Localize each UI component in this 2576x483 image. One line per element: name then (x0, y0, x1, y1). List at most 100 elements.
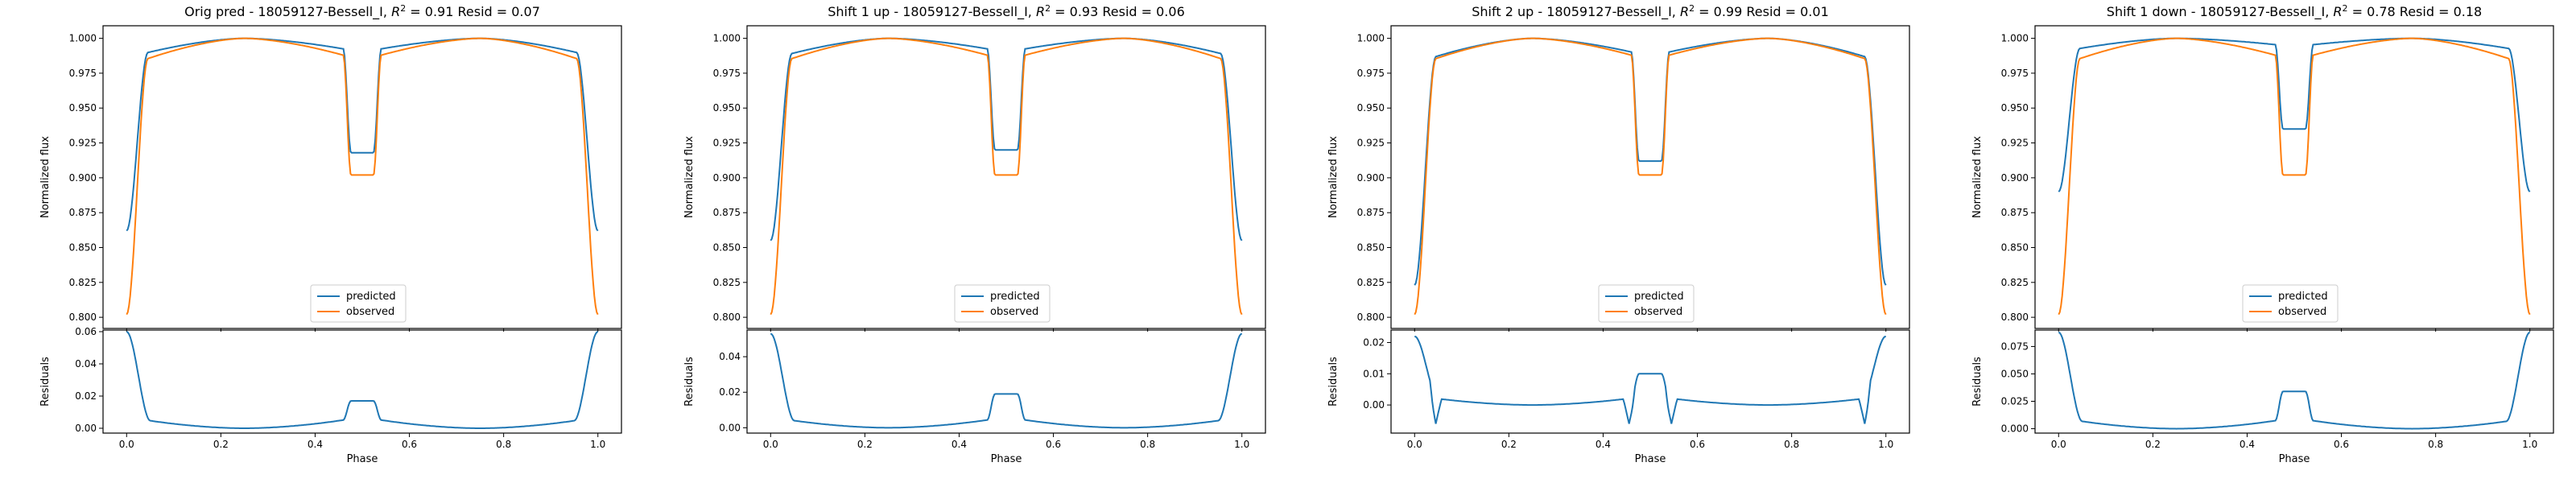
chart-panel-4: Shift 1 down - 18059127-Bessell_I, R2 = … (1971, 3, 2554, 465)
chart-title-rest: = 0.99 Resid = 0.01 (1695, 4, 1829, 19)
flux-ytick-label: 0.825 (713, 277, 741, 288)
legend: predicted observed (954, 284, 1051, 323)
xtick-label: 0.2 (857, 439, 873, 450)
flux-ytick-label: 0.925 (1357, 138, 1385, 149)
legend-label-predicted: predicted (990, 291, 1040, 303)
legend-frame (2242, 284, 2339, 323)
observed-line (770, 37, 1243, 316)
observed-line (2058, 37, 2531, 316)
legend-frame (954, 284, 1051, 323)
chart-title-prefix: Shift 1 down - 18059127-Bessell_I, (2107, 4, 2334, 20)
xtick-label: 0.6 (1046, 439, 1061, 450)
flux-ytick-label: 0.950 (713, 102, 741, 114)
residual-ytick-label: 0.025 (2001, 396, 2029, 407)
chart-title-prefix: Orig pred - 18059127-Bessell_I, (184, 4, 391, 20)
flux-ytick-label: 0.975 (69, 68, 97, 79)
residual-axes-frame (746, 329, 1266, 434)
xtick-label: 0.6 (402, 439, 417, 450)
flux-ytick-label: 0.900 (713, 172, 741, 184)
residual-ytick-label: 0.04 (719, 351, 741, 362)
residual-axes-frame (2034, 329, 2554, 434)
legend-label-predicted: predicted (1634, 291, 1684, 303)
residual-ytick-label: 0.00 (1363, 399, 1385, 411)
flux-ytick-label: 0.850 (2001, 242, 2029, 254)
flux-ytick-label: 0.825 (1357, 277, 1385, 288)
chart-title: Shift 1 down - 18059127-Bessell_I, R2 = … (2107, 3, 2482, 20)
legend-frame (1598, 284, 1695, 323)
xtick-label: 0.0 (763, 439, 778, 450)
flux-ytick-label: 0.925 (713, 138, 741, 149)
xtick-label: 0.4 (308, 439, 323, 450)
residual-line (2058, 331, 2531, 430)
xtick-label: 0.2 (213, 439, 229, 450)
residual-ytick-label: 0.050 (2001, 368, 2029, 379)
xtick-label: 1.0 (590, 439, 605, 450)
residual-ytick-label: 0.000 (2001, 423, 2029, 435)
xtick-label: 1.0 (1878, 439, 1893, 450)
flux-axes-frame (746, 25, 1266, 329)
legend-label-observed: observed (346, 306, 394, 318)
residual-ytick-label: 0.00 (75, 423, 97, 434)
residual-line (1414, 335, 1887, 424)
chart-title-prefix: Shift 1 up - 18059127-Bessell_I, (828, 4, 1036, 20)
residual-ytick-label: 0.04 (75, 358, 97, 369)
flux-ytick-label: 0.800 (69, 312, 97, 323)
flux-ytick-label: 0.825 (2001, 277, 2029, 288)
flux-ytick-label: 1.000 (69, 33, 97, 44)
flux-ylabel: Normalized flux (683, 136, 696, 218)
xtick-label: 0.0 (119, 439, 134, 450)
xlabel: Phase (1635, 453, 1666, 465)
chart-panel-2: Shift 1 up - 18059127-Bessell_I, R2 = 0.… (683, 3, 1266, 465)
legend-frame (310, 284, 407, 323)
predicted-line (2058, 37, 2531, 192)
xtick-label: 0.6 (1690, 439, 1705, 450)
residual-ylabel: Residuals (39, 357, 52, 407)
xlabel: Phase (991, 453, 1022, 465)
residual-ylabel: Residuals (1971, 357, 1984, 407)
flux-ytick-label: 1.000 (2001, 33, 2029, 44)
legend-label-predicted: predicted (2278, 291, 2328, 303)
residual-ytick-label: 0.075 (2001, 341, 2029, 352)
flux-ylabel: Normalized flux (1971, 136, 1984, 218)
flux-ytick-label: 0.950 (69, 102, 97, 114)
chart-title-r: R (1680, 4, 1689, 19)
legend: predicted observed (1598, 284, 1695, 323)
residual-line (770, 332, 1243, 429)
flux-ytick-label: 0.975 (1357, 68, 1385, 79)
chart-title-r: R (391, 4, 400, 19)
flux-ytick-label: 0.850 (713, 242, 741, 254)
residual-ylabel: Residuals (1327, 357, 1340, 407)
chart-title-prefix: Shift 2 up - 18059127-Bessell_I, (1472, 4, 1680, 20)
legend-label-observed: observed (1634, 306, 1682, 318)
flux-ytick-label: 0.800 (713, 312, 741, 323)
flux-ytick-label: 0.950 (2001, 102, 2029, 114)
flux-ylabel: Normalized flux (1327, 136, 1340, 218)
chart-title: Orig pred - 18059127-Bessell_I, R2 = 0.9… (184, 3, 540, 20)
xtick-label: 0.0 (1407, 439, 1422, 450)
chart-title-sup: 2 (1689, 3, 1695, 14)
flux-ytick-label: 0.975 (2001, 68, 2029, 79)
flux-ytick-label: 1.000 (713, 33, 741, 44)
flux-axes-frame (1390, 25, 1910, 329)
residual-ytick-label: 0.02 (719, 386, 741, 398)
flux-axes-frame (102, 25, 622, 329)
flux-ylabel: Normalized flux (39, 136, 52, 218)
flux-ytick-label: 0.900 (2001, 172, 2029, 184)
residual-ytick-label: 0.01 (1363, 368, 1385, 379)
legend-label-observed: observed (990, 306, 1038, 318)
chart-title-rest: = 0.93 Resid = 0.06 (1051, 4, 1185, 19)
chart-panel-1: Orig pred - 18059127-Bessell_I, R2 = 0.9… (39, 3, 622, 465)
chart-title-sup: 2 (400, 3, 406, 14)
residual-ytick-label: 0.02 (1363, 337, 1385, 349)
xtick-label: 0.6 (2334, 439, 2349, 450)
xtick-label: 0.4 (952, 439, 967, 450)
legend-label-observed: observed (2278, 306, 2326, 318)
xtick-label: 0.2 (1501, 439, 1517, 450)
xtick-label: 0.4 (1596, 439, 1611, 450)
flux-ytick-label: 0.975 (713, 68, 741, 79)
flux-ytick-label: 0.800 (2001, 312, 2029, 323)
flux-ytick-label: 0.800 (1357, 312, 1385, 323)
xtick-label: 0.8 (1140, 439, 1155, 450)
chart-title-r: R (1036, 4, 1045, 19)
flux-ytick-label: 0.950 (1357, 102, 1385, 114)
